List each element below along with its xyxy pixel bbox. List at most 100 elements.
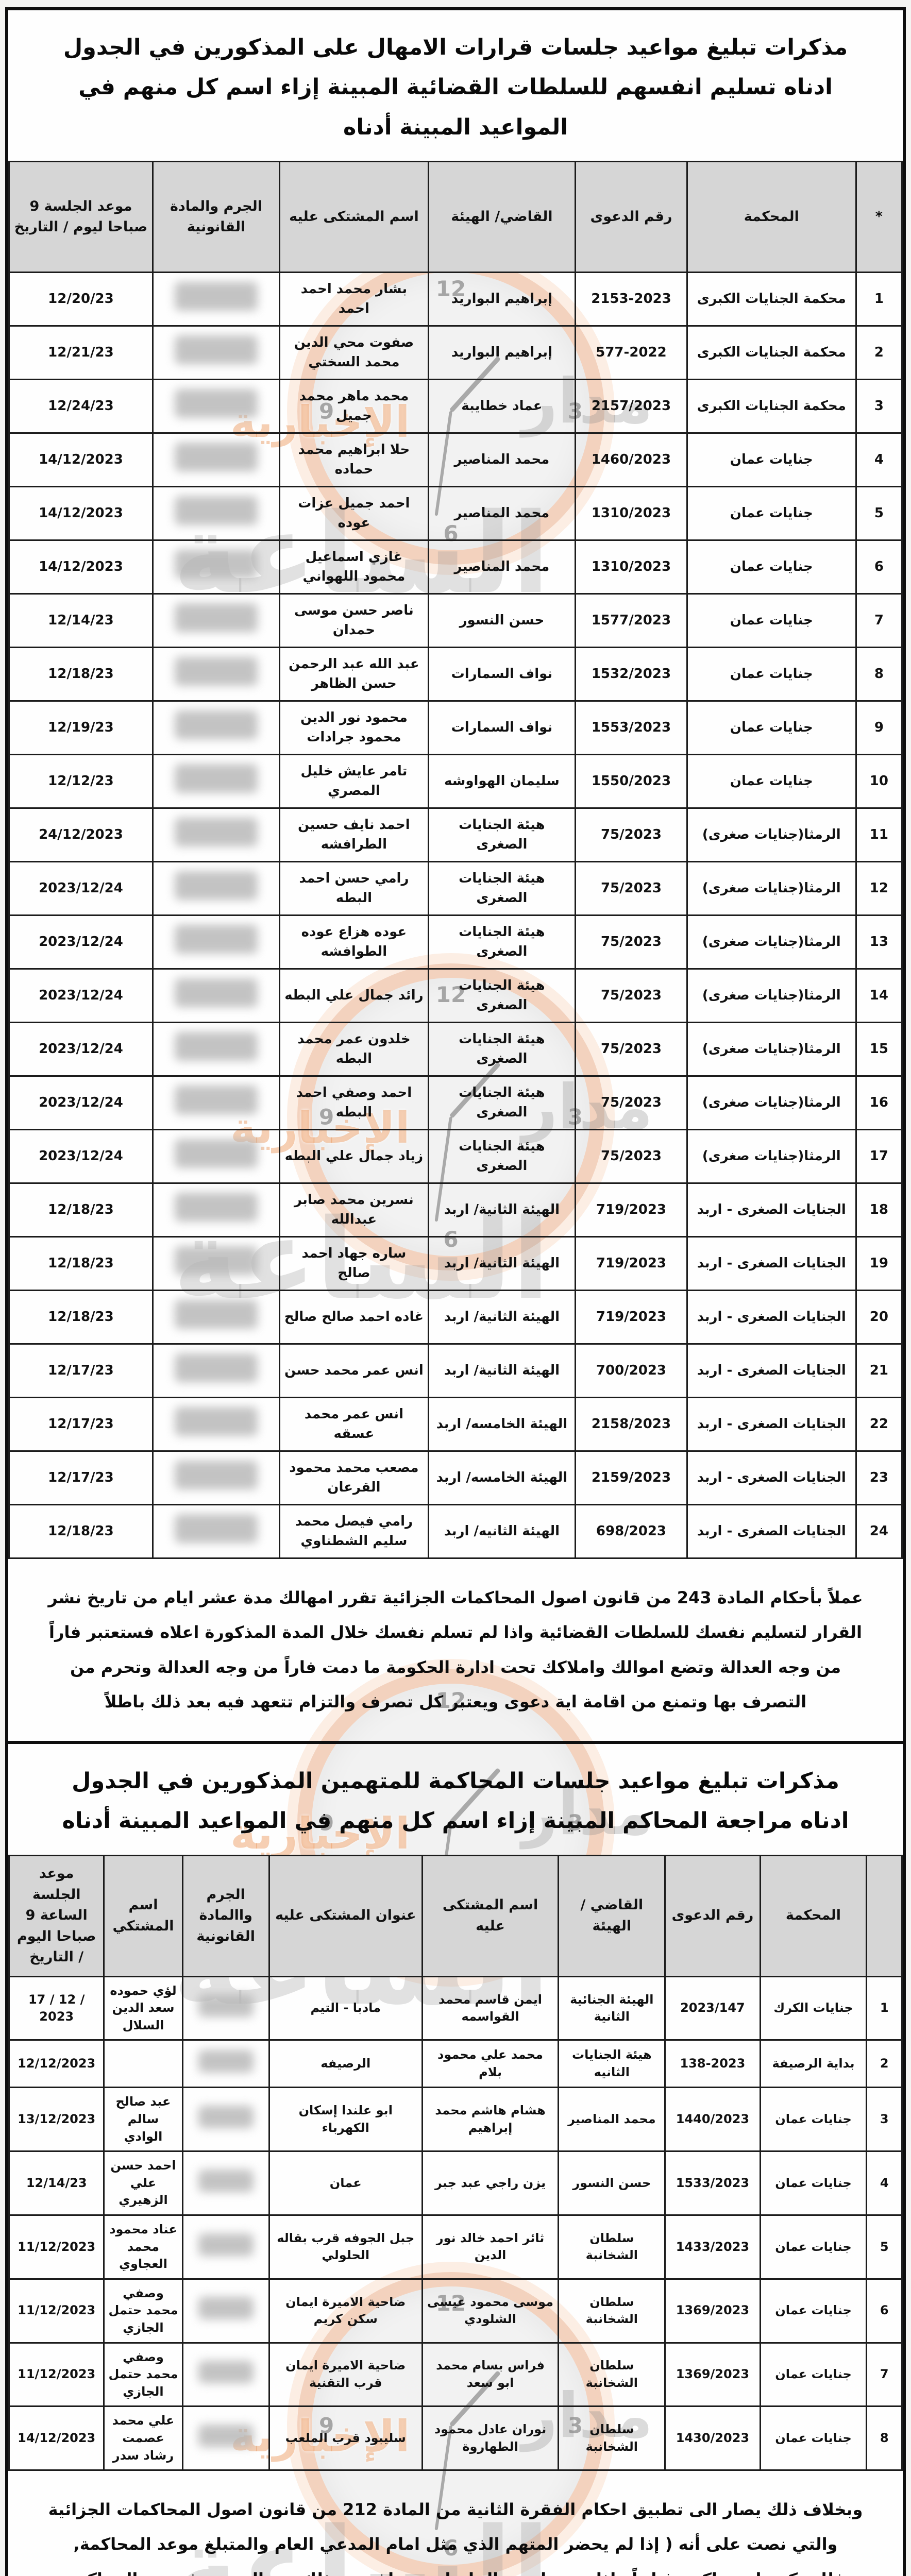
- defendant-cell: عبد الله عبد الرحمن حسن الظاهر: [279, 647, 429, 702]
- judge-cell: حسن النسور: [558, 2150, 666, 2216]
- court-cell: جنايات عمان: [686, 647, 857, 702]
- session-date-cell: 14/12/2023: [8, 486, 154, 541]
- court-cell: الجنايات الصغرى - اربد: [686, 1182, 857, 1238]
- table-row: 10 جنايات عمان 1550/2023 سليمان الهواوشه…: [8, 754, 903, 809]
- court-cell: الرمثا(جنايات صغرى): [686, 1022, 857, 1077]
- table-header: المحكمة رقم الدعوى القاضي / الهيئة اسم ا…: [8, 1854, 903, 1977]
- defendant-cell: رائد جمال علي البطه: [279, 968, 429, 1024]
- court-cell: الرمثا(جنايات صغرى): [686, 968, 857, 1024]
- row-number-cell: 10: [855, 754, 903, 809]
- section-title: مذكرات تبليغ مواعيد جلسات المحاكمة للمته…: [62, 1768, 849, 1834]
- redacted-crime-text: [174, 549, 258, 579]
- judge-cell: سلطان الشخانبة: [558, 2214, 666, 2280]
- col-header-case: رقم الدعوى: [575, 161, 688, 274]
- court-cell: الرمثا(جنايات صغرى): [686, 807, 857, 863]
- case-number-cell: 1440/2023: [664, 2087, 761, 2153]
- address-cell: ضاحية الاميرة ايمان سكن كريم: [268, 2278, 423, 2344]
- judge-cell: الهيئة الثانية/ اربد: [427, 1236, 577, 1292]
- defendant-cell: عوده هزاع عوده الطوافشه: [279, 914, 429, 970]
- judge-cell: هيئة الجنايات الصغرى: [427, 968, 577, 1024]
- crime-cell: [151, 861, 281, 917]
- session-date-cell: 14/12/2023: [8, 2405, 105, 2471]
- case-number-cell: 1460/2023: [575, 432, 688, 488]
- case-number-cell: 2153-2023: [575, 272, 688, 327]
- court-cell: جنايات عمان: [686, 432, 857, 488]
- session-date-cell: 2023/12/24: [8, 1075, 154, 1131]
- table-row: 2 بداية الرصيفة 138-2023 هيئة الجنايات ا…: [8, 2039, 903, 2089]
- complainant-cell: وصفي محمد حتمل الجازي: [103, 2342, 183, 2408]
- judge-cell: عماد خطايبة: [427, 379, 577, 434]
- crime-cell: [151, 486, 281, 541]
- crime-cell: [151, 914, 281, 970]
- redacted-crime-text: [174, 388, 258, 418]
- case-number-cell: 1533/2023: [664, 2150, 761, 2216]
- defendant-cell: خلدون عمر محمد البطه: [279, 1022, 429, 1077]
- case-number-cell: 2157/2023: [575, 379, 688, 434]
- judge-cell: محمد المناصير: [427, 432, 577, 488]
- session-date-cell: 12/17/23: [8, 1450, 154, 1506]
- table-row: 19 الجنايات الصغرى - اربد 719/2023 الهيئ…: [8, 1236, 903, 1292]
- court-cell: جنايات عمان: [686, 754, 857, 809]
- address-cell: ابو علندا إسكان الكهرباء: [268, 2087, 423, 2153]
- redacted-crime-text: [198, 2361, 254, 2384]
- session-date-cell: 12/17/23: [8, 1397, 154, 1452]
- table-row: 11 الرمثا(جنايات صغرى) 75/2023 هيئة الجن…: [8, 807, 903, 863]
- session-date-cell: 12/12/23: [8, 754, 154, 809]
- crime-cell: [181, 2405, 270, 2471]
- judge-cell: حسن النسور: [427, 593, 577, 649]
- crime-cell: [151, 1182, 281, 1238]
- table-row: 15 الرمثا(جنايات صغرى) 75/2023 هيئة الجن…: [8, 1022, 903, 1077]
- table-row: 6 جنايات عمان 1310/2023 محمد المناصير غا…: [8, 539, 903, 595]
- defendant-cell: احمد جميل عزات عوده: [279, 486, 429, 541]
- row-number-cell: 19: [855, 1236, 903, 1292]
- row-number-cell: 8: [866, 2405, 903, 2471]
- table-row: 20 الجنايات الصغرى - اربد 719/2023 الهيئ…: [8, 1290, 903, 1345]
- session-date-cell: 12/18/23: [8, 647, 154, 702]
- defendant-cell: هشام هاشم محمد إبراهيم: [421, 2087, 560, 2153]
- judge-cell: الهيئة الثانية/ اربد: [427, 1343, 577, 1399]
- judge-cell: سلطان الشخانبة: [558, 2405, 666, 2471]
- row-number-cell: 9: [855, 700, 903, 756]
- defendant-cell: ناصر حسن موسى حمدان: [279, 593, 429, 649]
- session-date-cell: 12/14/23: [8, 2150, 105, 2216]
- defendant-cell: محمد علي محمود بلام: [421, 2039, 560, 2089]
- complainant-cell: احمد حسن علي الزهيري: [103, 2150, 183, 2216]
- judge-cell: محمد المناصير: [427, 539, 577, 595]
- crime-cell: [181, 2278, 270, 2344]
- judge-cell: إبراهيم البواريد: [427, 325, 577, 381]
- redacted-crime-text: [174, 656, 258, 686]
- defendant-cell: صفوت محي الدين محمد السختي: [279, 325, 429, 381]
- case-number-cell: 2023/147: [664, 1975, 761, 2041]
- redacted-crime-text: [198, 2169, 254, 2192]
- case-number-cell: 75/2023: [575, 861, 688, 917]
- redacted-crime-text: [174, 924, 258, 954]
- court-cell: جنايات عمان: [686, 539, 857, 595]
- court-cell: الرمثا(جنايات صغرى): [686, 914, 857, 970]
- crime-cell: [151, 1022, 281, 1077]
- crime-cell: [151, 593, 281, 649]
- crime-cell: [181, 1975, 270, 2041]
- court-cell: جنايات عمان: [759, 2150, 868, 2216]
- session-date-cell: 12/18/23: [8, 1290, 154, 1345]
- table-row: 4 جنايات عمان 1460/2023 محمد المناصير حل…: [8, 432, 903, 488]
- row-number-cell: 2: [866, 2039, 903, 2089]
- col-header-crime: الجرم واالمادة القانونية: [181, 1854, 270, 1977]
- defendant-cell: تامر عايش خليل المصري: [279, 754, 429, 809]
- defendant-cell: محمد ماهر محمد جميل: [279, 379, 429, 434]
- redacted-crime-text: [174, 817, 258, 846]
- court-cell: محكمة الجنايات الكبرى: [686, 325, 857, 381]
- legal-note-article-243: عملاً بأحكام المادة 243 من قانون اصول ال…: [48, 1588, 863, 1711]
- judge-cell: محمد المناصير: [558, 2087, 666, 2153]
- case-number-cell: 1577/2023: [575, 593, 688, 649]
- redacted-crime-text: [174, 871, 258, 900]
- court-cell: جنايات عمان: [759, 2278, 868, 2344]
- crime-cell: [151, 1450, 281, 1506]
- judge-cell: الهيئة الثانية/ اربد: [427, 1290, 577, 1345]
- redacted-crime-text: [174, 496, 258, 525]
- defendant-cell: رامي حسن احمد البطه: [279, 861, 429, 917]
- redacted-crime-text: [198, 2233, 254, 2256]
- court-cell: الرمثا(جنايات صغرى): [686, 1075, 857, 1131]
- case-number-cell: 75/2023: [575, 1075, 688, 1131]
- defendant-cell: احمد وصفي احمد البطه: [279, 1075, 429, 1131]
- crime-cell: [181, 2039, 270, 2089]
